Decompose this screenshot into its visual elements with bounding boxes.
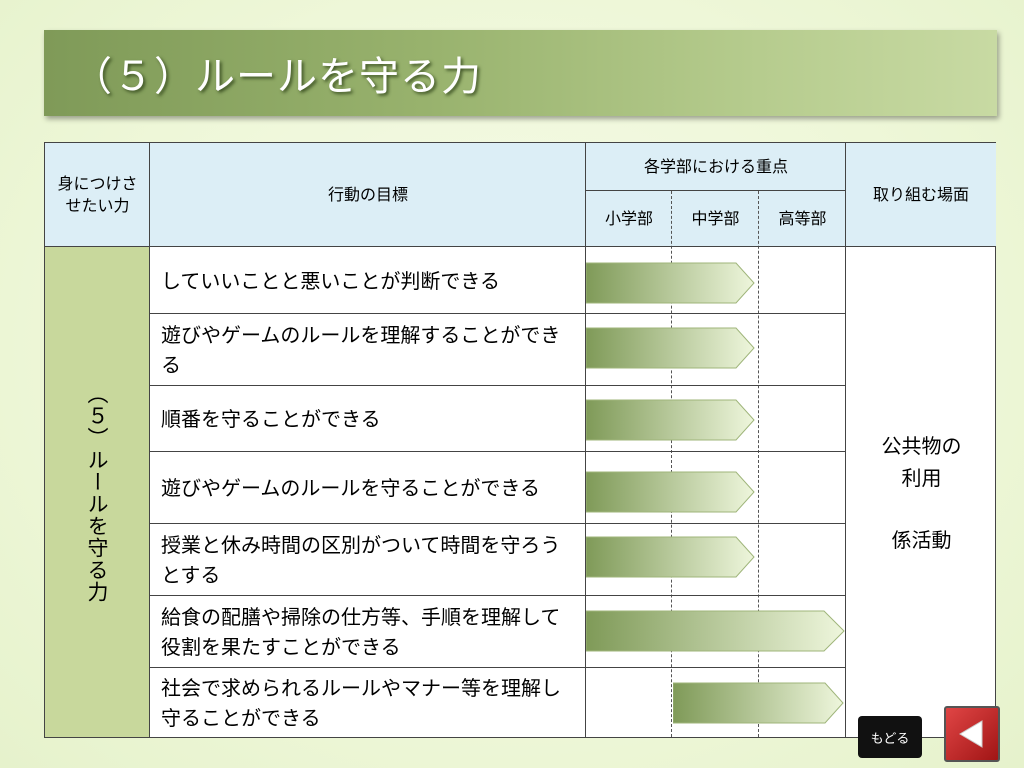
goal-text: していいことと悪いことが判断できる: [161, 268, 500, 293]
header-scene: 取り組む場面: [846, 143, 996, 247]
priority-arrow: [586, 471, 755, 513]
divider: [671, 191, 672, 737]
header-goal-label: 行動の目標: [327, 185, 408, 205]
divider: [149, 667, 846, 668]
divider: [45, 246, 996, 247]
header-elementary: 小学部: [586, 191, 672, 247]
divider: [585, 190, 845, 191]
header-skill: 身につけさせたい力: [45, 143, 150, 247]
goal-row: 社会で求められるルールやマナー等を理解し守ることができる: [151, 668, 585, 737]
goal-text: 順番を守ることができる: [161, 406, 381, 431]
skill-vertical-label: （５）ルールを守る力: [45, 247, 149, 739]
goal-row: 順番を守ることができる: [151, 386, 585, 451]
goal-row: 遊びやゲームのルールを理解することができる: [151, 314, 585, 385]
header-priority-label: 各学部における重点: [643, 157, 788, 177]
priority-arrow: [586, 399, 755, 441]
priority-arrow: [586, 262, 755, 304]
triangle-left-icon: [959, 720, 983, 748]
header-elementary-label: 小学部: [604, 209, 653, 229]
goal-row: 遊びやゲームのルールを守ることができる: [151, 452, 585, 523]
scene-line: 利用: [901, 466, 942, 490]
skill-column: （５）ルールを守る力: [45, 247, 150, 737]
priority-arrow: [586, 327, 755, 369]
goal-row: していいことと悪いことが判断できる: [151, 248, 585, 313]
scene-line: 係活動: [891, 528, 952, 552]
goal-row: 給食の配膳や掃除の仕方等、手順を理解して役割を果たすことができる: [151, 596, 585, 667]
header-junior: 中学部: [672, 191, 759, 247]
goals-table: 身につけさせたい力 行動の目標 各学部における重点 小学部 中学部 高等部 取り…: [44, 142, 996, 738]
header-senior: 高等部: [759, 191, 846, 247]
priority-arrow: [673, 682, 844, 724]
header-priority: 各学部における重点: [586, 143, 846, 191]
priority-arrow: [586, 610, 845, 652]
back-label: もどる: [870, 731, 910, 747]
scene-cell: 公共物の 利用 係活動: [847, 248, 996, 738]
priority-arrow: [586, 536, 755, 578]
header-junior-label: 中学部: [691, 209, 740, 229]
goal-text: 社会で求められるルールやマナー等を理解し守ることができる: [161, 675, 561, 730]
title-bar: （５）ルールを守る力: [44, 30, 997, 116]
divider: [758, 191, 759, 737]
divider: [149, 313, 846, 314]
header-goal: 行動の目標: [150, 143, 586, 247]
divider: [149, 523, 846, 524]
header-scene-label: 取り組む場面: [872, 185, 969, 205]
divider: [149, 385, 846, 386]
divider: [845, 143, 846, 737]
skill-label: （５）ルールを守る力: [85, 383, 109, 603]
goal-row: 授業と休み時間の区別がついて時間を守ろうとする: [151, 524, 585, 595]
header-skill-label: 身につけさせたい力: [57, 174, 138, 215]
divider: [149, 143, 150, 737]
divider: [149, 451, 846, 452]
divider: [149, 595, 846, 596]
header-senior-label: 高等部: [778, 209, 827, 229]
goal-text: 授業と休み時間の区別がついて時間を守ろうとする: [161, 532, 561, 587]
goal-text: 遊びやゲームのルールを理解することができる: [161, 322, 561, 377]
scene-line: 公共物の: [881, 434, 962, 458]
back-button[interactable]: [944, 706, 1000, 762]
goal-text: 給食の配膳や掃除の仕方等、手順を理解して役割を果たすことができる: [161, 604, 561, 659]
page-title: （５）ルールを守る力: [72, 54, 482, 100]
back-label-box[interactable]: もどる: [858, 716, 922, 758]
goal-text: 遊びやゲームのルールを守ることができる: [161, 475, 540, 500]
